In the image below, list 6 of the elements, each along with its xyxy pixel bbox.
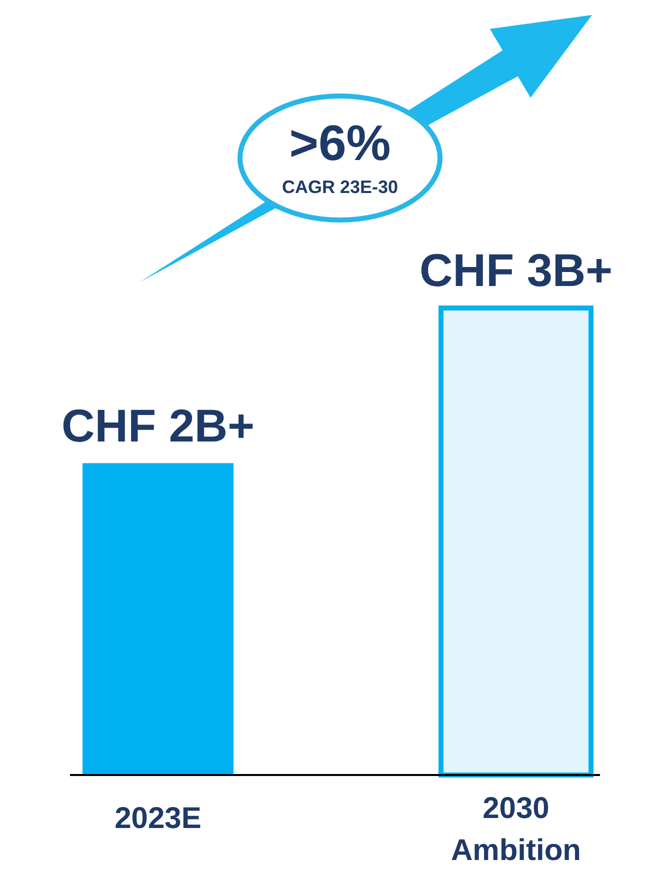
text: >6% xyxy=(289,115,391,171)
x-tick-label: 2030 Ambition xyxy=(451,792,581,867)
x-tick-label: 2023E xyxy=(114,802,202,835)
data-label: CHF 2B+ xyxy=(62,400,254,452)
data-label: CHF 3B+ xyxy=(420,244,612,296)
text: CAGR 23E-30 xyxy=(282,177,398,197)
